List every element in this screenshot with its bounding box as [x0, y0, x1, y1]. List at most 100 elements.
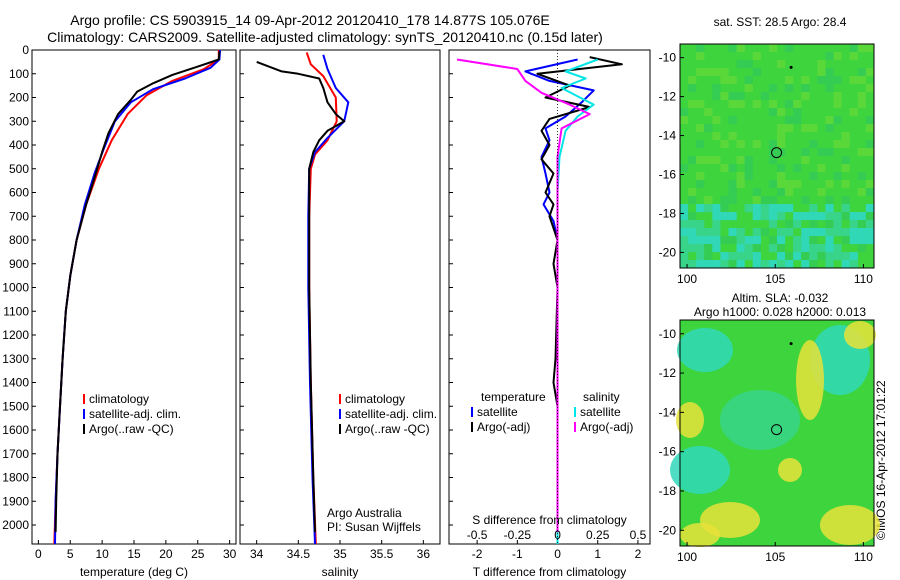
sst-cell: [825, 212, 834, 221]
sst-cell: [712, 92, 721, 101]
salinity-xtick-label: 35.5: [370, 547, 394, 561]
sst-cell: [825, 252, 834, 261]
sst-cell: [728, 236, 737, 245]
sst-cell: [817, 68, 826, 77]
sst-cell: [720, 92, 729, 101]
sst-cell: [680, 164, 689, 173]
sst-cell: [736, 44, 745, 53]
sst-cell: [680, 212, 689, 221]
sst-lat-label: -14: [659, 129, 677, 143]
sst-cell: [865, 68, 875, 77]
sst-cell: [744, 164, 753, 173]
differences-xtick-label: 2: [635, 547, 642, 561]
sst-cell: [680, 220, 689, 229]
sst-cell: [793, 100, 802, 109]
series-satellite-adj-clim-: [307, 54, 350, 545]
sst-cell: [736, 100, 745, 109]
sst-cell: [865, 116, 875, 125]
sst-cell: [744, 76, 753, 85]
sst-cell: [833, 172, 842, 181]
sst-cell: [768, 156, 778, 165]
sst-cell: [776, 124, 786, 133]
sst-cell: [841, 196, 850, 205]
sst-cell: [680, 116, 689, 125]
sst-cell: [720, 140, 729, 149]
sst-cell: [825, 76, 834, 85]
sst-lon-label: 100: [677, 272, 697, 286]
sst-cell: [849, 260, 858, 269]
sst-cell: [768, 212, 778, 221]
sst-cell: [776, 172, 786, 181]
sst-cell: [801, 156, 810, 165]
sst-cell: [785, 220, 794, 229]
sst-cell: [825, 68, 834, 77]
sst-cell: [833, 100, 842, 109]
sst-cell: [865, 140, 875, 149]
sst-cell: [785, 260, 794, 269]
sst-cell: [809, 228, 818, 237]
sst-cell: [768, 244, 778, 253]
sst-cell: [744, 244, 753, 253]
temperature-legend-1-label: satellite-adj. clim.: [89, 407, 181, 421]
sst-cell: [680, 260, 689, 269]
sst-cell: [712, 156, 721, 165]
sst-cell: [736, 180, 745, 189]
temperature-frame: [31, 49, 237, 545]
sst-cell: [776, 140, 786, 149]
sst-cell: [680, 236, 689, 245]
sst-cell: [865, 236, 875, 245]
sst-cell: [720, 212, 729, 221]
differences-xtick-label: 1: [594, 547, 601, 561]
temperature-legend-2-label: Argo(..raw -QC): [89, 422, 174, 436]
sst-cell: [768, 108, 778, 117]
temperature-xtick-label: 20: [159, 547, 173, 561]
sst-cell: [704, 196, 713, 205]
sst-cell: [696, 204, 705, 213]
sst-cell: [865, 84, 875, 93]
sst-cell: [688, 236, 697, 245]
depth-tick-label: 1200: [2, 328, 29, 342]
sst-map-field: [680, 44, 875, 269]
sst-cell: [785, 188, 794, 197]
sst-cell: [712, 260, 721, 269]
sst-cell: [776, 228, 786, 237]
sst-cell: [817, 228, 826, 237]
sst-cell: [768, 100, 778, 109]
sst-cell: [768, 196, 778, 205]
sla-map-title-line2: Argo h1000: 0.028 h2000: 0.013: [693, 305, 867, 319]
depth-tick-label: 1000: [2, 281, 29, 295]
sst-cell: [809, 204, 818, 213]
sst-cell: [841, 180, 850, 189]
sst-cell: [736, 60, 745, 69]
sst-cell: [785, 76, 794, 85]
sst-cell: [680, 252, 689, 261]
legend-sal-satellite-label: satellite: [580, 405, 621, 419]
sst-cell: [728, 180, 737, 189]
sst-cell: [785, 84, 794, 93]
sst-cell: [776, 244, 786, 253]
sst-cell: [768, 204, 778, 213]
series-salinity-satellite: [556, 58, 599, 544]
sst-cell: [696, 236, 705, 245]
sst-cell: [833, 212, 842, 221]
sst-cell: [841, 132, 850, 141]
sla-blob: [680, 523, 720, 547]
depth-tick-label: 1500: [2, 399, 29, 413]
depth-tick-label: 1300: [2, 352, 29, 366]
sst-cell: [857, 44, 866, 53]
legend-sal-argo-label: Argo(-adj): [580, 420, 633, 434]
differences-frame: [448, 49, 651, 545]
sst-cell: [744, 60, 753, 69]
sst-cell: [768, 84, 778, 93]
sst-cell: [704, 236, 713, 245]
sst-cell: [857, 220, 866, 229]
sst-cell: [744, 236, 753, 245]
sst-cell: [760, 228, 769, 237]
sst-cell: [720, 236, 729, 245]
sst-cell: [825, 204, 834, 213]
sst-cell: [857, 244, 866, 253]
sst-cell: [785, 228, 794, 237]
sst-cell: [841, 212, 850, 221]
sst-cell: [776, 236, 786, 245]
depth-tick-label: 100: [9, 67, 29, 81]
